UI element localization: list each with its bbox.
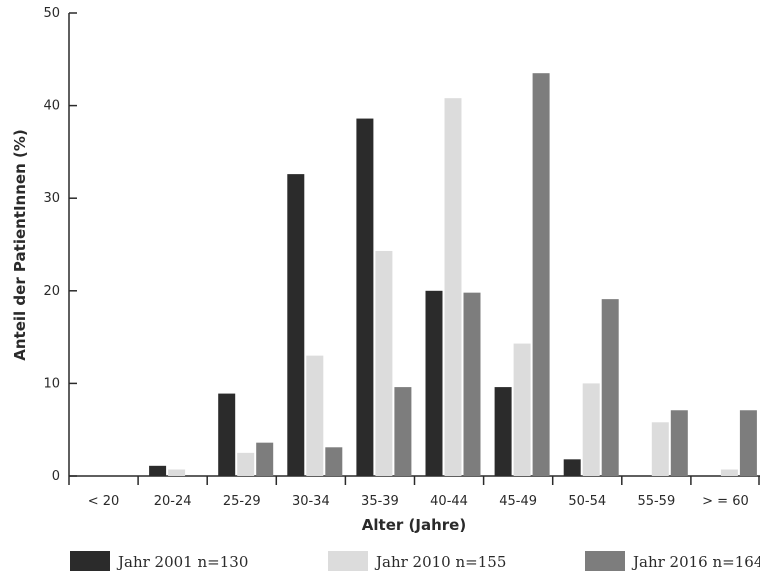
bar [356,118,374,477]
bar [149,465,167,476]
bar [394,387,412,476]
bar [218,393,236,476]
x-tick-label: 50-54 [568,494,606,509]
y-axis-title: Anteil der PatientInnen (%) [11,129,29,360]
bar [670,410,688,476]
x-tick-label: 40-44 [430,494,468,509]
y-tick-label: 10 [43,376,60,391]
bar [563,459,581,476]
bar [463,292,481,476]
legend-label: Jahr 2001 n=130 [116,553,248,571]
bar [532,73,550,476]
x-axis: < 20 20-24 25-29 30-34 35-39 40-44 45-49 50-54 5… [68,475,760,509]
y-tick-label: 50 [43,6,60,21]
x-tick-label: 45-49 [499,494,537,509]
x-axis-title: Alter (Jahre) [362,516,466,534]
bar [168,469,186,476]
x-tick-label: 55-59 [637,494,675,509]
x-tick-label: > = 60 [702,494,749,509]
bar [444,98,462,476]
y-tick-label: 20 [43,284,60,299]
y-axis: 0 10 20 30 40 50 [43,6,77,484]
legend-label: Jahr 2016 n=164 [631,553,760,571]
bar [601,299,619,476]
y-tick-label: 40 [43,99,60,114]
bar [494,387,512,476]
y-tick-label: 30 [43,191,60,206]
x-tick-label: 30-34 [292,494,330,509]
legend-swatch [70,551,110,571]
x-tick-label: < 20 [88,494,120,509]
legend-label: Jahr 2010 n=155 [374,553,506,571]
x-tick-label: 35-39 [361,494,399,509]
bar [287,174,305,476]
legend-swatch [585,551,625,571]
legend: Jahr 2001 n=130 Jahr 2010 n=155 Jahr 2016 … [70,551,760,571]
bar [425,290,443,476]
bar [513,343,531,476]
x-tick-label: 25-29 [223,494,261,509]
bar [256,442,274,476]
bar [306,355,324,476]
bar [739,410,757,476]
x-tick-label: 20-24 [154,494,192,509]
legend-swatch [328,551,368,571]
bar [582,383,600,476]
bar [651,422,669,476]
y-tick-label: 0 [52,469,60,484]
bar [720,469,738,476]
bar [375,250,393,476]
bar [237,452,255,476]
bar [325,447,343,476]
bars [149,73,757,477]
